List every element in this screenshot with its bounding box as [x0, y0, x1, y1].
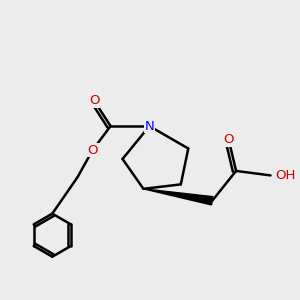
- Text: OH: OH: [275, 169, 295, 182]
- Text: O: O: [224, 133, 234, 146]
- Text: O: O: [87, 143, 98, 157]
- Text: O: O: [89, 94, 99, 107]
- Polygon shape: [143, 189, 213, 205]
- Text: N: N: [145, 120, 154, 133]
